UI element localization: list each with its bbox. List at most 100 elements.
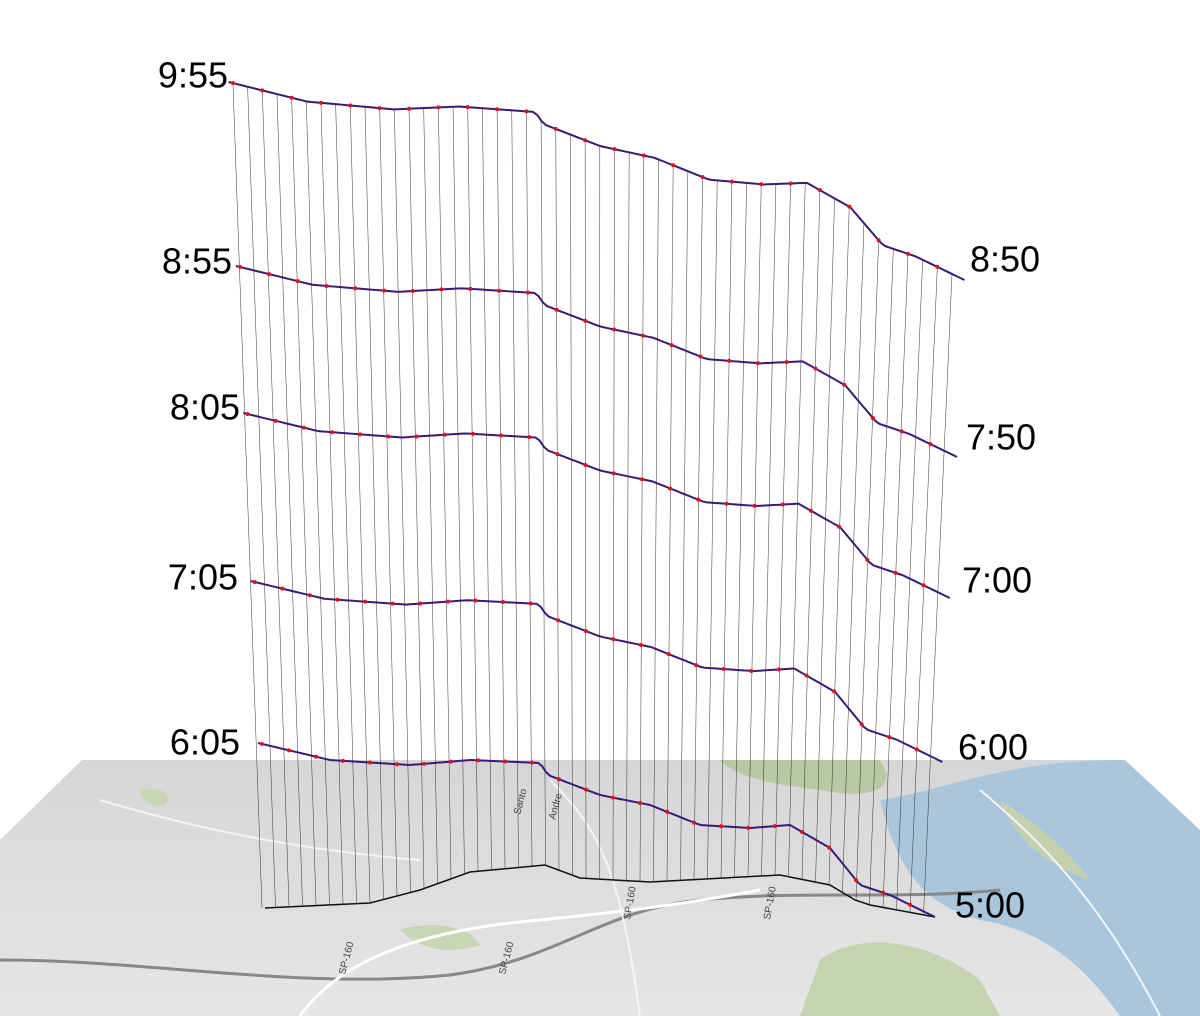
trajectory xyxy=(243,412,951,599)
stop-dot xyxy=(928,442,933,447)
stop-dot xyxy=(266,272,271,277)
time-line xyxy=(666,165,674,882)
stop-dot xyxy=(503,759,507,764)
stop-dot xyxy=(314,754,318,759)
stop-dot xyxy=(583,629,588,634)
stop-dot xyxy=(832,689,837,694)
stop-dot xyxy=(353,286,358,291)
time-line xyxy=(855,240,879,901)
stop-dot xyxy=(555,452,560,457)
stop-dot xyxy=(671,163,676,168)
stop-dot xyxy=(318,100,323,105)
stop-dot xyxy=(324,283,329,288)
time-line xyxy=(707,180,718,879)
time-line xyxy=(335,104,357,904)
stop-dot xyxy=(865,557,870,562)
stop-dot xyxy=(837,524,842,529)
stop-dot xyxy=(377,106,382,111)
stop-dot xyxy=(252,579,257,584)
stop-dot xyxy=(583,462,588,467)
stop-dot xyxy=(497,288,502,293)
stop-dot xyxy=(611,795,615,800)
stop-dot xyxy=(804,673,809,678)
stop-dot xyxy=(583,318,588,323)
stop-dot xyxy=(914,747,919,752)
time-line xyxy=(408,108,425,889)
stop-dot xyxy=(527,435,532,440)
route xyxy=(264,864,936,918)
time-label-left: 6:05 xyxy=(170,722,240,763)
stop-dot xyxy=(800,829,804,834)
time-line xyxy=(232,83,263,909)
stop-dot xyxy=(876,238,881,243)
time-line xyxy=(555,128,560,871)
time-label-right: 6:00 xyxy=(958,727,1028,768)
stop-dot xyxy=(881,890,885,895)
stop-dot xyxy=(414,434,419,439)
stop-dot xyxy=(530,760,534,765)
stop-dot xyxy=(230,81,235,86)
time-line xyxy=(734,182,747,878)
stop-dot xyxy=(348,103,353,108)
stop-dot xyxy=(698,354,703,359)
stop-dot xyxy=(935,264,940,269)
stop-dot xyxy=(773,824,777,829)
stop-dot xyxy=(407,106,412,111)
stop-dot xyxy=(553,126,558,131)
stop-dot xyxy=(921,583,926,588)
time-line xyxy=(869,248,894,905)
time-line xyxy=(394,109,411,893)
time-line xyxy=(364,106,384,900)
stop-dot xyxy=(422,761,426,766)
time-label-left: 7:05 xyxy=(168,557,238,598)
stop-dot xyxy=(289,95,294,100)
stop-dot xyxy=(465,105,470,110)
time-line xyxy=(788,182,806,877)
stop-dot xyxy=(859,722,864,727)
stop-dot xyxy=(696,497,701,502)
stop-dot xyxy=(301,425,306,430)
stop-dot xyxy=(476,758,480,763)
stop-dot xyxy=(470,431,475,436)
stop-dot xyxy=(584,787,588,792)
stop-dot xyxy=(499,433,504,438)
stop-dot xyxy=(813,366,818,371)
time-line xyxy=(680,171,689,881)
stop-dot xyxy=(694,663,699,668)
stop-dot xyxy=(640,333,645,338)
stop-dot xyxy=(495,107,500,112)
time-line xyxy=(693,177,703,880)
stop-dot xyxy=(525,290,530,295)
stop-dot xyxy=(780,502,785,507)
stop-dot xyxy=(436,105,441,110)
stop-dot xyxy=(668,486,673,491)
time-line xyxy=(350,105,371,904)
stop-dot xyxy=(329,430,334,435)
stop-dot xyxy=(368,760,372,765)
time-line xyxy=(801,190,821,880)
stop-dot xyxy=(612,327,617,332)
stop-dot xyxy=(273,418,278,423)
stop-dot xyxy=(238,265,243,270)
time-line xyxy=(584,140,587,879)
stop-dot xyxy=(759,182,764,187)
time-line xyxy=(511,110,519,868)
stop-dot xyxy=(554,307,559,312)
stop-dot xyxy=(847,204,852,209)
stop-dot xyxy=(854,878,858,883)
trajectories xyxy=(228,81,965,918)
stop-dot xyxy=(749,668,754,673)
stop-dot xyxy=(905,251,910,256)
time-line xyxy=(720,181,733,879)
stop-dot xyxy=(418,601,423,606)
stop-dot xyxy=(335,597,340,602)
stop-dot xyxy=(611,637,616,642)
stop-dot xyxy=(700,175,705,180)
stop-dot xyxy=(260,88,265,93)
stop-dot xyxy=(727,358,732,363)
time-line xyxy=(815,198,835,883)
stop-dot xyxy=(755,361,760,366)
stop-dot xyxy=(395,762,399,767)
stop-dot xyxy=(788,181,793,186)
